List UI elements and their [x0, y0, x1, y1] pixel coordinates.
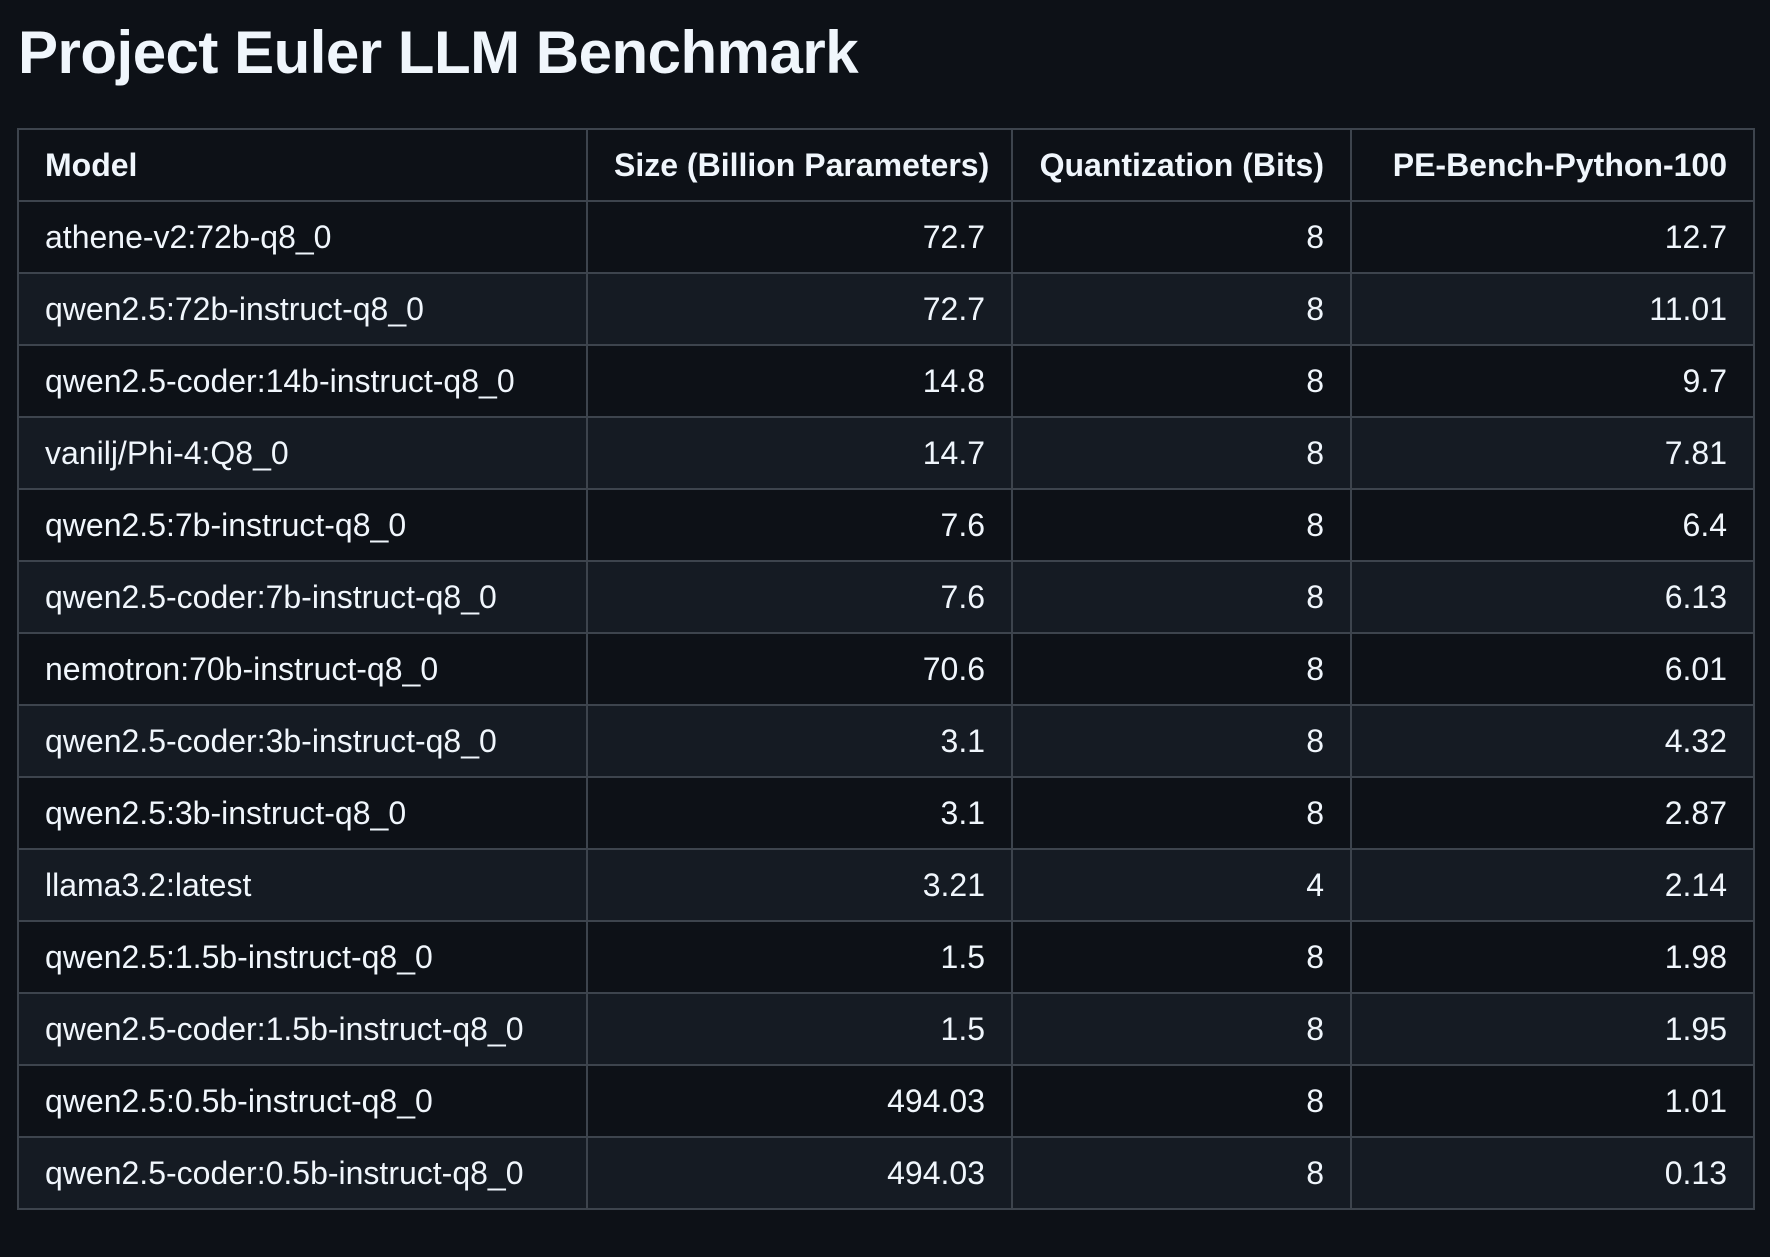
- cell-score: 2.87: [1350, 776, 1755, 850]
- cell-model: qwen2.5:1.5b-instruct-q8_0: [17, 920, 588, 994]
- table-row: qwen2.5:7b-instruct-q8_0 7.6 8 6.4: [17, 488, 1755, 562]
- cell-score: 9.7: [1350, 344, 1755, 418]
- table-row: vanilj/Phi-4:Q8_0 14.7 8 7.81: [17, 416, 1755, 490]
- cell-quantization: 8: [1011, 488, 1352, 562]
- benchmark-table: Model Size (Billion Parameters) Quantiza…: [17, 128, 1755, 1210]
- cell-quantization: 8: [1011, 200, 1352, 274]
- cell-model: nemotron:70b-instruct-q8_0: [17, 632, 588, 706]
- cell-size: 14.8: [586, 344, 1013, 418]
- cell-model: athene-v2:72b-q8_0: [17, 200, 588, 274]
- cell-size: 70.6: [586, 632, 1013, 706]
- cell-size: 1.5: [586, 920, 1013, 994]
- cell-quantization: 8: [1011, 272, 1352, 346]
- cell-quantization: 8: [1011, 344, 1352, 418]
- table-row: qwen2.5:72b-instruct-q8_0 72.7 8 11.01: [17, 272, 1755, 346]
- page-title: Project Euler LLM Benchmark: [18, 19, 859, 86]
- cell-score: 0.13: [1350, 1136, 1755, 1210]
- cell-score: 6.13: [1350, 560, 1755, 634]
- table-row: qwen2.5-coder:7b-instruct-q8_0 7.6 8 6.1…: [17, 560, 1755, 634]
- cell-size: 72.7: [586, 272, 1013, 346]
- cell-quantization: 8: [1011, 992, 1352, 1066]
- cell-quantization: 8: [1011, 704, 1352, 778]
- cell-score: 6.4: [1350, 488, 1755, 562]
- cell-model: qwen2.5-coder:14b-instruct-q8_0: [17, 344, 588, 418]
- table-row: qwen2.5:0.5b-instruct-q8_0 494.03 8 1.01: [17, 1064, 1755, 1138]
- cell-score: 11.01: [1350, 272, 1755, 346]
- table-row: qwen2.5:3b-instruct-q8_0 3.1 8 2.87: [17, 776, 1755, 850]
- cell-size: 14.7: [586, 416, 1013, 490]
- cell-score: 1.95: [1350, 992, 1755, 1066]
- cell-size: 7.6: [586, 488, 1013, 562]
- cell-size: 3.1: [586, 704, 1013, 778]
- cell-model: qwen2.5-coder:7b-instruct-q8_0: [17, 560, 588, 634]
- column-header-size: Size (Billion Parameters): [586, 128, 1013, 202]
- cell-score: 2.14: [1350, 848, 1755, 922]
- cell-model: qwen2.5-coder:3b-instruct-q8_0: [17, 704, 588, 778]
- column-header-quantization: Quantization (Bits): [1011, 128, 1352, 202]
- column-header-model: Model: [17, 128, 588, 202]
- table-row: qwen2.5-coder:14b-instruct-q8_0 14.8 8 9…: [17, 344, 1755, 418]
- cell-score: 7.81: [1350, 416, 1755, 490]
- cell-model: vanilj/Phi-4:Q8_0: [17, 416, 588, 490]
- cell-quantization: 8: [1011, 920, 1352, 994]
- cell-score: 4.32: [1350, 704, 1755, 778]
- cell-size: 3.21: [586, 848, 1013, 922]
- cell-model: qwen2.5:72b-instruct-q8_0: [17, 272, 588, 346]
- table-header-row: Model Size (Billion Parameters) Quantiza…: [17, 128, 1755, 202]
- cell-score: 6.01: [1350, 632, 1755, 706]
- cell-size: 72.7: [586, 200, 1013, 274]
- cell-score: 1.01: [1350, 1064, 1755, 1138]
- table-row: qwen2.5-coder:1.5b-instruct-q8_0 1.5 8 1…: [17, 992, 1755, 1066]
- cell-quantization: 8: [1011, 776, 1352, 850]
- table-row: qwen2.5-coder:3b-instruct-q8_0 3.1 8 4.3…: [17, 704, 1755, 778]
- cell-quantization: 4: [1011, 848, 1352, 922]
- column-header-score: PE-Bench-Python-100: [1350, 128, 1755, 202]
- benchmark-table-container: Model Size (Billion Parameters) Quantiza…: [17, 128, 1755, 1210]
- table-row: qwen2.5:1.5b-instruct-q8_0 1.5 8 1.98: [17, 920, 1755, 994]
- cell-model: qwen2.5:3b-instruct-q8_0: [17, 776, 588, 850]
- cell-model: llama3.2:latest: [17, 848, 588, 922]
- table-row: nemotron:70b-instruct-q8_0 70.6 8 6.01: [17, 632, 1755, 706]
- cell-model: qwen2.5-coder:1.5b-instruct-q8_0: [17, 992, 588, 1066]
- cell-size: 494.03: [586, 1064, 1013, 1138]
- table-row: llama3.2:latest 3.21 4 2.14: [17, 848, 1755, 922]
- cell-quantization: 8: [1011, 416, 1352, 490]
- cell-score: 1.98: [1350, 920, 1755, 994]
- table-row: qwen2.5-coder:0.5b-instruct-q8_0 494.03 …: [17, 1136, 1755, 1210]
- cell-size: 1.5: [586, 992, 1013, 1066]
- cell-size: 494.03: [586, 1136, 1013, 1210]
- cell-quantization: 8: [1011, 632, 1352, 706]
- cell-quantization: 8: [1011, 1136, 1352, 1210]
- cell-size: 3.1: [586, 776, 1013, 850]
- cell-score: 12.7: [1350, 200, 1755, 274]
- cell-model: qwen2.5:0.5b-instruct-q8_0: [17, 1064, 588, 1138]
- cell-model: qwen2.5:7b-instruct-q8_0: [17, 488, 588, 562]
- table-body: athene-v2:72b-q8_0 72.7 8 12.7 qwen2.5:7…: [17, 200, 1755, 1210]
- table-row: athene-v2:72b-q8_0 72.7 8 12.7: [17, 200, 1755, 274]
- cell-quantization: 8: [1011, 560, 1352, 634]
- cell-size: 7.6: [586, 560, 1013, 634]
- cell-model: qwen2.5-coder:0.5b-instruct-q8_0: [17, 1136, 588, 1210]
- cell-quantization: 8: [1011, 1064, 1352, 1138]
- table-header: Model Size (Billion Parameters) Quantiza…: [17, 128, 1755, 202]
